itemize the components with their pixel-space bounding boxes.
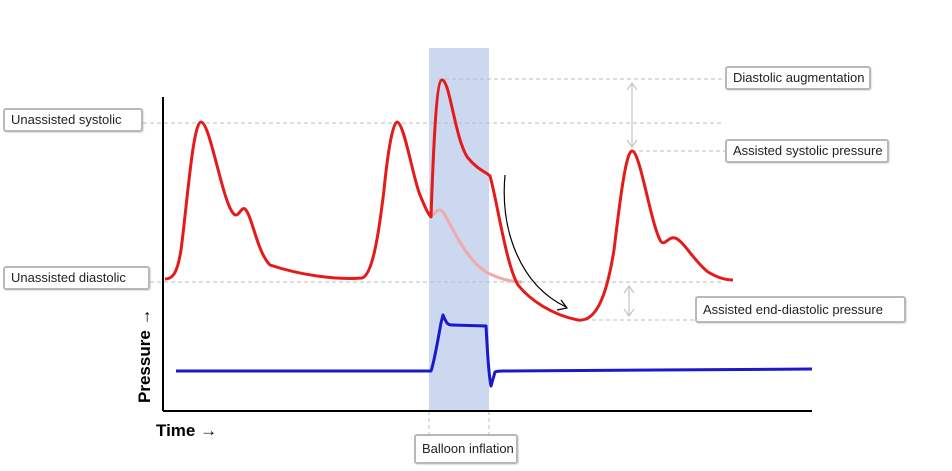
y-axis-title: Pressure →	[135, 308, 154, 404]
label-diastolic-augmentation: Diastolic augmentation	[725, 66, 871, 90]
label-assisted-end-diastolic: Assisted end-diastolic pressure	[695, 296, 906, 323]
axes	[162, 97, 812, 412]
label-unassisted-diastolic: Unassisted diastolic	[3, 266, 150, 290]
augmentation-arrowhead-bottom	[626, 139, 638, 149]
label-unassisted-systolic: Unassisted systolic	[3, 108, 143, 132]
reference-lines	[143, 78, 727, 436]
label-balloon-inflation: Balloon inflation	[414, 434, 518, 464]
x-axis-title: Time →	[156, 421, 218, 440]
end-diastolic-arrowhead-top	[623, 284, 635, 294]
measurement-arrows	[623, 81, 638, 318]
balloon-inflation-band	[429, 48, 489, 411]
augmentation-arrowhead-top	[626, 81, 638, 91]
arterial-pressure-curve	[164, 78, 734, 322]
balloon-pressure-curve	[176, 313, 813, 388]
label-assisted-systolic: Assisted systolic pressure	[725, 139, 889, 163]
deflation-drop-arrow	[503, 174, 567, 308]
deflation-drop-arrowhead	[556, 299, 569, 311]
unassisted-ghost-curve	[429, 208, 523, 284]
end-diastolic-arrowhead-bottom	[623, 308, 635, 318]
